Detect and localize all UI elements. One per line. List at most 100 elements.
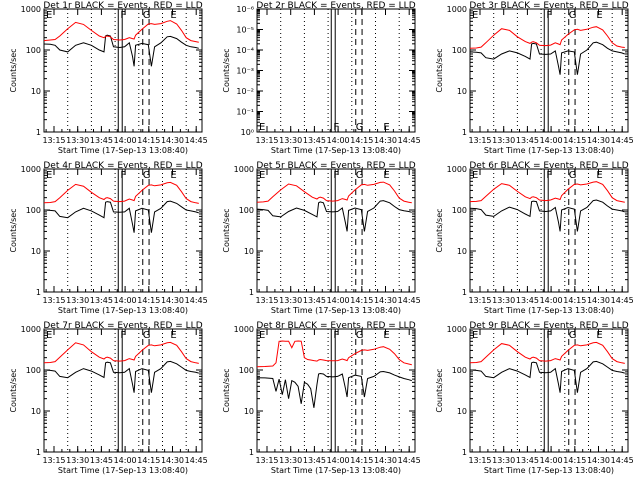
x-tick-label: 14:00 [114,456,137,465]
series-lld-line [256,181,412,204]
y-tick-label: 100 [452,46,467,55]
panel-title: Det 4r BLACK = Events, RED = LLD [43,161,202,171]
plot-frame [43,8,203,133]
x-tick-label: 13:45 [90,136,113,145]
series-events-line [43,34,199,67]
event-marker-label: E [170,330,176,341]
x-tick-label: 13:15 [468,136,491,145]
x-tick-label: 13:15 [468,456,491,465]
panel-title: Det 8r BLACK = Events, RED = LLD [256,321,415,331]
y-tick-label: 10⁻³ [236,67,254,76]
event-marker-label: G [569,10,577,21]
event-marker-label: E [46,10,52,21]
x-tick-label: 14:45 [185,456,208,465]
series-events-line [469,199,625,232]
panel-det-5r: Det 5r BLACK = Events, RED = LLD 1 10 100 10… [222,161,421,315]
x-tick-label: 13:30 [492,456,515,465]
panel-title: Det 3r BLACK = Events, RED = LLD [469,1,628,11]
y-tick-label: 1000 [447,325,467,334]
y-tick-label: 1 [249,288,254,297]
series-lld-line [43,341,199,364]
x-tick-label: 14:45 [185,136,208,145]
series-lld-line [43,20,199,43]
x-tick-label: 14:30 [587,296,610,305]
y-tick-label: 10⁰ [241,128,254,137]
x-tick-label: 13:15 [468,296,491,305]
y-axis-label: Counts/sec [222,48,231,92]
y-tick-label: 1 [462,128,467,137]
x-tick-label: 14:45 [398,456,421,465]
x-tick-label: 13:45 [303,456,326,465]
event-marker-label: G [356,330,364,341]
y-tick-label: 100 [26,46,41,55]
x-tick-label: 14:15 [137,136,160,145]
x-tick-label: 13:15 [255,136,278,145]
x-tick-label: 14:00 [327,296,350,305]
y-tick-label: 100 [452,206,467,215]
plot-frame [43,328,203,453]
y-tick-label: 1000 [21,325,41,334]
y-tick-label: 10⁻⁶ [236,5,254,14]
series-lld-line [256,340,412,368]
series-events-line [469,41,625,75]
event-marker-label: E [472,10,478,21]
x-tick-label: 14:00 [540,136,563,145]
y-axis-label: Counts/sec [222,368,231,412]
x-tick-label: 14:30 [587,456,610,465]
x-tick-label: 13:15 [42,296,65,305]
event-marker-label: E [596,10,602,21]
x-tick-label: 14:00 [114,136,137,145]
plot-frame [469,328,629,453]
x-tick-label: 13:45 [303,136,326,145]
event-marker-label: E [472,330,478,341]
series-lld-line [469,341,625,364]
plot-frame [43,168,203,293]
y-tick-label: 10 [457,87,467,96]
x-tick-label: 13:45 [303,296,326,305]
series-events-line [43,200,199,233]
y-tick-label: 1 [249,448,254,457]
event-marker-label: E [259,122,265,133]
event-marker-label: E [383,170,389,181]
y-tick-label: 10 [457,247,467,256]
y-axis-label: Counts/sec [9,368,18,412]
y-tick-label: 100 [26,366,41,375]
panel-det-1r: Det 1r BLACK = Events, RED = LLD 1 10 100 10… [9,1,208,155]
panel-det-6r: Det 6r BLACK = Events, RED = LLD 1 10 100 10… [435,161,634,315]
event-marker-label: E [596,170,602,181]
panel-det-4r: Det 4r BLACK = Events, RED = LLD 1 10 100 10… [9,161,208,315]
event-marker-label: E [383,122,389,133]
series-lld-line [43,181,199,204]
x-tick-label: 13:45 [516,456,539,465]
y-tick-label: 10 [457,407,467,416]
event-marker-label: F [120,330,126,341]
x-tick-label: 14:45 [398,136,421,145]
x-tick-label: 14:30 [161,456,184,465]
panel-det-7r: Det 7r BLACK = Events, RED = LLD 1 10 100 10… [9,321,208,475]
x-tick-label: 14:30 [374,136,397,145]
y-tick-label: 1000 [21,165,41,174]
y-tick-label: 1 [36,128,41,137]
event-marker-label: E [170,10,176,21]
event-marker-label: F [546,10,552,21]
x-tick-label: 14:00 [540,296,563,305]
event-marker-label: F [546,170,552,181]
x-axis-label: Start Time (17-Sep-13 13:08:40) [271,466,401,475]
event-marker-label: E [259,330,265,341]
y-tick-label: 10⁻⁵ [236,26,254,35]
x-tick-label: 13:30 [492,296,515,305]
y-axis-label: Counts/sec [435,48,444,92]
x-tick-label: 13:30 [66,136,89,145]
x-tick-label: 14:15 [350,456,373,465]
event-marker-label: E [596,330,602,341]
event-marker-label: G [356,170,364,181]
panel-det-3r: Det 3r BLACK = Events, RED = LLD 1 10 100 10… [435,1,634,155]
x-tick-label: 14:30 [161,136,184,145]
y-tick-label: 1 [462,448,467,457]
event-marker-label: F [333,170,339,181]
y-tick-label: 10⁻⁴ [236,46,254,55]
x-tick-label: 14:30 [161,296,184,305]
y-axis-label: Counts/sec [222,208,231,252]
event-marker-label: E [259,170,265,181]
